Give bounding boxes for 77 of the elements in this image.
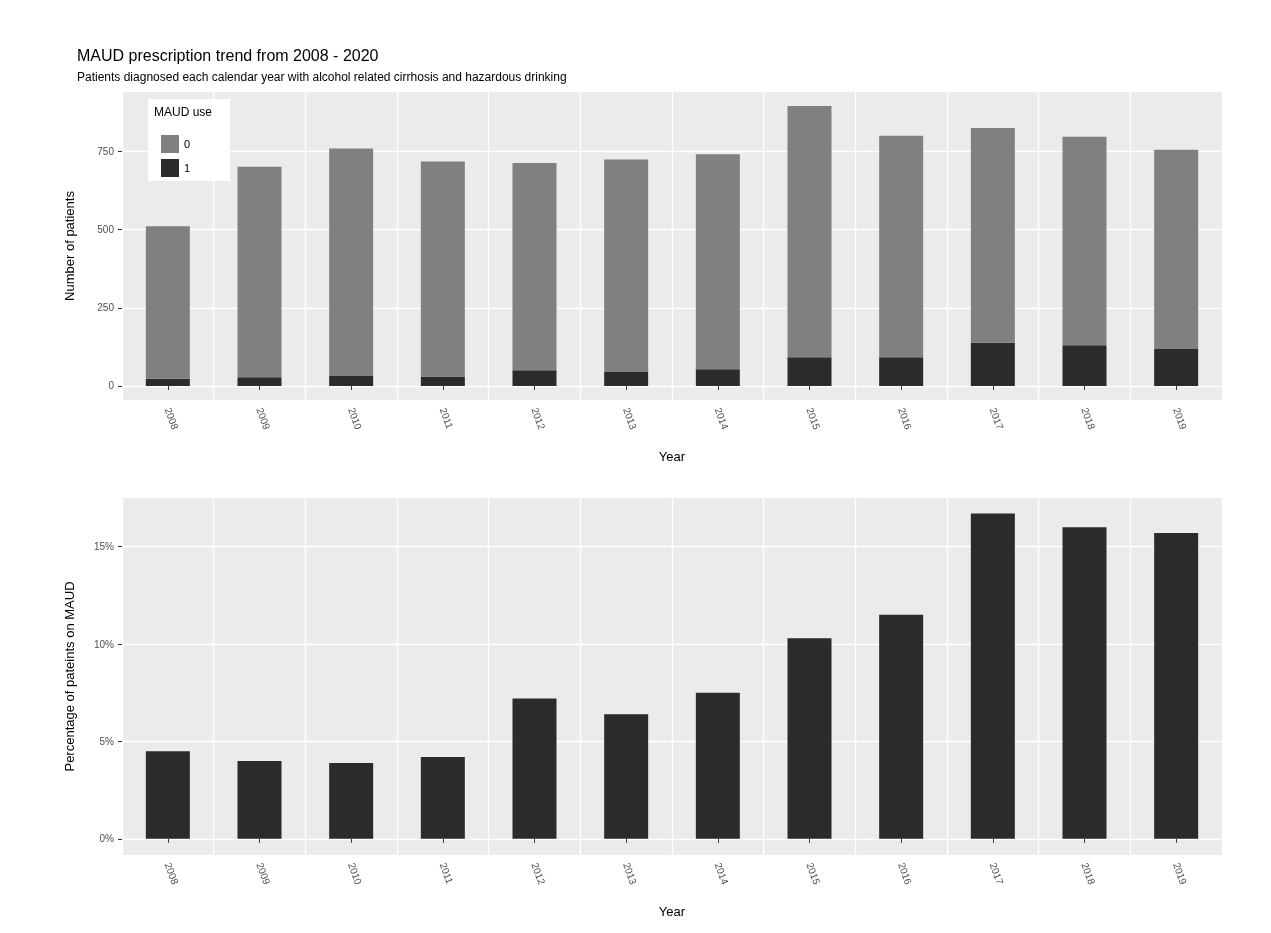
y-tick-label: 500 (97, 224, 115, 236)
y-tick-label: 750 (97, 145, 115, 157)
x-tick-label: 2019 (1171, 406, 1190, 432)
bar (145, 751, 190, 839)
bar (420, 161, 465, 377)
x-tick-label: 2011 (437, 861, 456, 886)
x-tick-label: 2011 (437, 406, 456, 431)
bar (695, 369, 740, 386)
x-tick-label: 2015 (804, 861, 823, 887)
bar (1154, 149, 1199, 350)
x-tick-label: 2008 (162, 406, 181, 432)
bar (1062, 345, 1107, 386)
bar (970, 513, 1015, 839)
bar (879, 357, 924, 386)
bar (329, 762, 374, 839)
chart-subtitle: Patients diagnosed each calendar year with alcohol related cirrhosis and hazardous drinking (77, 70, 567, 84)
y-tick-label: 0% (99, 833, 115, 845)
bar (1154, 349, 1199, 386)
x-tick-label: 2008 (162, 861, 181, 887)
x-axis-title: Year (658, 449, 686, 464)
legend-label: 1 (184, 162, 191, 174)
bar (879, 135, 924, 358)
x-tick-label: 2017 (987, 406, 1006, 432)
y-tick-label: 15% (93, 541, 115, 553)
y-tick-label: 10% (93, 638, 115, 650)
x-tick-label: 2010 (346, 861, 365, 887)
bar (329, 148, 374, 376)
bar (1062, 136, 1107, 346)
bar (787, 638, 832, 839)
y-axis-title: Percentage of pateints on MAUD (62, 581, 77, 772)
x-tick-label: 2010 (346, 406, 365, 432)
bar (970, 342, 1015, 386)
x-tick-label: 2013 (621, 406, 640, 432)
x-tick-label: 2015 (804, 406, 823, 432)
bar (695, 154, 740, 370)
x-tick-label: 2013 (621, 861, 640, 887)
bar (512, 370, 557, 386)
x-tick-label: 2014 (712, 861, 731, 887)
x-tick-label: 2018 (1079, 406, 1098, 432)
bar (604, 714, 649, 839)
y-tick-label: 250 (97, 302, 115, 314)
x-tick-label: 2009 (254, 406, 273, 432)
y-axis-title: Number of patients (62, 190, 77, 301)
y-tick-label: 0 (108, 380, 115, 392)
x-tick-label: 2017 (987, 861, 1006, 887)
bar (237, 377, 282, 386)
bar (970, 127, 1015, 343)
bar (329, 375, 374, 386)
legend-label: 0 (184, 138, 191, 150)
bar (787, 106, 832, 358)
bar (420, 376, 465, 386)
bar (420, 757, 465, 839)
x-tick-label: 2016 (896, 861, 915, 887)
x-tick-label: 2012 (529, 861, 548, 887)
bar (512, 162, 557, 371)
x-tick-label: 2019 (1171, 861, 1190, 887)
bar (145, 378, 190, 386)
bar (695, 692, 740, 839)
bar (145, 226, 190, 379)
x-tick-label: 2014 (712, 406, 731, 432)
bar (237, 166, 282, 378)
x-tick-label: 2016 (896, 406, 915, 432)
bar (787, 357, 832, 386)
x-tick-label: 2009 (254, 861, 273, 887)
x-axis-title: Year (658, 904, 686, 919)
x-tick-label: 2018 (1079, 861, 1098, 887)
bar (604, 371, 649, 386)
bar (512, 698, 557, 839)
bar (604, 159, 649, 372)
bar (879, 614, 924, 839)
x-tick-label: 2012 (529, 406, 548, 432)
chart-title: MAUD prescription trend from 2008 - 2020 (77, 46, 379, 64)
bar (237, 760, 282, 839)
bar (1062, 527, 1107, 839)
legend-title: MAUD use (154, 105, 213, 119)
y-tick-label: 5% (99, 735, 115, 747)
bar (1154, 533, 1199, 839)
